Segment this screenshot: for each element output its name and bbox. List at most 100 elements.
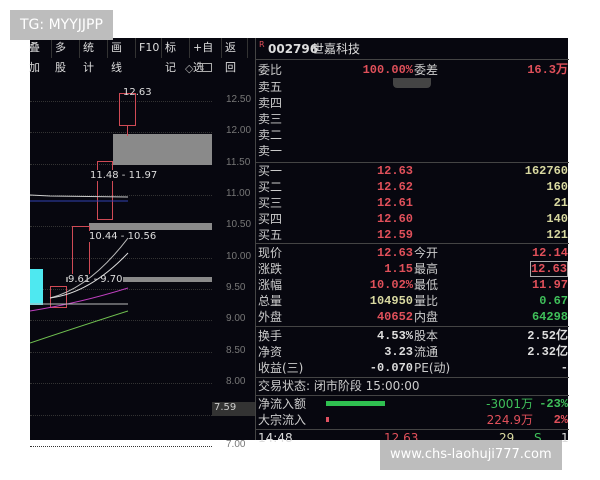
- finance-row: 换手 4.53% 股本 2.52亿: [256, 328, 569, 344]
- buy-row: 买三 12.61 21: [256, 195, 569, 211]
- toolbar-button-2[interactable]: 统计: [80, 38, 108, 74]
- value: 12.14: [531, 246, 568, 260]
- label: 最低: [414, 278, 439, 292]
- kline-chart[interactable]: 12.50 12.00 11.50 11.00 10.50 10.00 9.50 9.00 8.…: [30, 58, 255, 450]
- value: 1.15: [384, 262, 413, 276]
- axis-label: 11.50: [226, 156, 251, 168]
- toolbar-button-7[interactable]: 返回: [222, 38, 248, 74]
- finance-row: 收益(三) -0.070 PE(动) -: [256, 360, 569, 376]
- value: 2.52亿: [527, 329, 568, 343]
- weibi-row: 委比 100.00% 委差 16.3万: [256, 62, 569, 78]
- value: -: [560, 361, 568, 375]
- diamond-icon[interactable]: ◇: [185, 62, 194, 75]
- label: 内盘: [414, 310, 439, 324]
- volume: 21: [553, 196, 568, 210]
- count: 1: [561, 431, 569, 445]
- price: 12.61: [376, 196, 413, 210]
- gridline: [30, 132, 212, 134]
- value: 100.00%: [362, 63, 413, 77]
- toolbar-button-6[interactable]: +自选: [190, 38, 222, 74]
- stat-row: 涨跌 1.15 最高 12.63: [256, 261, 569, 277]
- sell-row: 卖一: [256, 143, 569, 159]
- volume: 121: [546, 228, 568, 242]
- divider: [256, 326, 569, 327]
- quote-panel: R 002796 世嘉科技 委比 100.00% 委差 16.3万 卖五 卖四 卖三 卖二 卖一 买一 1…: [255, 38, 569, 445]
- finance-row: 净资 3.23 流通 2.32亿: [256, 344, 569, 360]
- axis-label: 8.00: [226, 376, 246, 388]
- label: 股本: [414, 329, 439, 343]
- stock-header: R 002796 世嘉科技: [256, 40, 569, 57]
- sell-row: 卖四: [256, 95, 569, 111]
- gridline: [30, 101, 212, 102]
- value: 12.63: [529, 261, 568, 277]
- zone-label: 10.44 - 10.56: [89, 231, 157, 243]
- axis-label: 7.00: [226, 438, 246, 450]
- stat-row: 总量 104950 量比 0.67: [256, 293, 569, 309]
- divider: [256, 429, 569, 430]
- axis-label: 10.00: [226, 250, 252, 262]
- candlestick[interactable]: [97, 160, 113, 221]
- badge: R: [259, 40, 265, 49]
- axis-label: 9.50: [226, 282, 246, 294]
- axis-label: 12.00: [226, 125, 252, 137]
- buy-row: 买二 12.62 160: [256, 179, 569, 195]
- label: 委差: [414, 63, 439, 77]
- toolbar-button-5[interactable]: 标记: [162, 38, 190, 74]
- buy-row: 买四 12.60 140: [256, 211, 569, 227]
- current-price-marker: 7.59: [212, 401, 255, 416]
- axis-label: 12.50: [226, 94, 252, 105]
- stat-row: 外盘 40652 内盘 64298: [256, 309, 569, 325]
- label: 换手: [258, 329, 283, 343]
- sell-row: 卖五: [256, 79, 569, 95]
- block-bar: [326, 417, 329, 422]
- divider: [256, 395, 569, 396]
- stat-row: 涨幅 10.02% 最低 11.97: [256, 277, 569, 293]
- label: 大宗流入: [258, 413, 307, 427]
- toolbar-button-3[interactable]: 画线: [108, 38, 136, 74]
- flow-row: 大宗流入 224.9万 2%: [256, 412, 569, 428]
- label: 买五: [258, 228, 283, 242]
- percent: -23%: [539, 397, 568, 411]
- label: 买二: [258, 180, 283, 194]
- label: 今开: [414, 246, 439, 260]
- candlestick[interactable]: [50, 285, 67, 308]
- label: 买四: [258, 212, 283, 226]
- inflow-bar: [326, 401, 385, 406]
- zone-label: 9.61 - 9.70: [68, 274, 123, 286]
- value: 4.53%: [376, 329, 413, 343]
- ma-line: [49, 237, 129, 299]
- divider: [256, 377, 569, 378]
- candlestick[interactable]: [30, 269, 43, 305]
- label: 净资: [258, 345, 283, 359]
- value: 11.97: [531, 278, 568, 292]
- price: 12.59: [376, 228, 413, 242]
- label: 总量: [258, 294, 283, 308]
- axis-label: 10.50: [226, 219, 252, 231]
- axis-label: 8.50: [226, 344, 246, 356]
- label: 净流入额: [258, 397, 307, 411]
- ma-line: [49, 252, 129, 299]
- label: 现价: [258, 246, 283, 260]
- toolbar-button-4[interactable]: F10: [136, 38, 162, 58]
- label: 涨幅: [258, 278, 283, 292]
- candlestick[interactable]: [119, 92, 136, 127]
- gridline: [30, 351, 212, 353]
- moving-averages: [30, 194, 129, 344]
- value: 40652: [376, 310, 413, 324]
- tick-row: 14:48 12.63 29 S 1: [256, 430, 569, 446]
- gridline: [30, 414, 212, 416]
- panel-toggle-icon[interactable]: [202, 63, 212, 72]
- value: 224.9万: [486, 413, 533, 427]
- axis-label: 9.00: [226, 313, 246, 325]
- divider: [256, 243, 569, 244]
- ma-line: [30, 310, 129, 344]
- toolbar-button-0[interactable]: 叠加: [26, 38, 52, 74]
- volume: 160: [546, 180, 568, 194]
- candle-wick: [127, 126, 128, 137]
- side: S: [534, 431, 542, 445]
- expand-button[interactable]: [393, 78, 431, 88]
- stat-row: 现价 12.63 今开 12.14: [256, 245, 569, 261]
- watermark-bottom: www.chs-laohuji777.com: [380, 440, 562, 470]
- toolbar-button-1[interactable]: 多股: [52, 38, 80, 74]
- label: 最高: [414, 262, 439, 276]
